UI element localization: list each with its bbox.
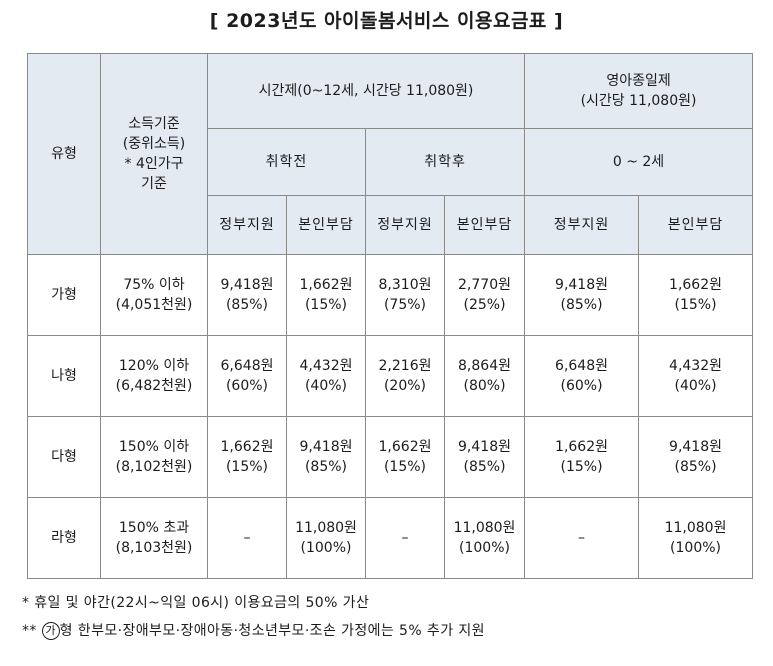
row-income: 120% 이하 (6,482천원) [100, 335, 208, 417]
header-preschool: 취학전 [207, 128, 366, 196]
header-row-ages: 취학전 취학후 0 ~ 2세 [28, 128, 754, 196]
cell-self-pay: 9,418원 (85%) [286, 416, 366, 498]
header-fullday: 영아종일제 (시간당 11,080원) [524, 53, 754, 129]
cell-gov-support: 9,418원 (85%) [207, 254, 287, 336]
cell-gov-support: – [207, 497, 287, 579]
row-type: 가형 [27, 254, 101, 336]
cell-gov-support: 6,648원 (60%) [524, 335, 640, 417]
cell-gov-support: – [524, 497, 640, 579]
page-title: [ 2023년도 아이돌봄서비스 이용요금표 ] [209, 10, 564, 32]
header-row-payers: 정부지원 본인부담 정부지원 본인부담 정부지원 본인부담 [28, 195, 754, 255]
header-school: 취학후 [364, 128, 526, 196]
header-gov: 정부지원 [365, 195, 445, 255]
fee-table: 유형 소득기준 (중위소득) * 4인가구 기준 시간제(0~12세, 시간당 … [27, 53, 754, 579]
header-infant: 0 ~ 2세 [524, 128, 754, 196]
header-type: 유형 [27, 53, 101, 255]
header-gov: 정부지원 [524, 195, 640, 255]
cell-gov-support: 1,662원 (15%) [365, 416, 445, 498]
cell-self-pay: 1,662원 (15%) [638, 254, 754, 336]
cell-self-pay: 8,864원 (80%) [443, 335, 526, 417]
table-row: 라형 150% 초과 (8,103천원) –11,080원 (100%) –11,080원… [27, 497, 754, 579]
cell-self-pay: 1,662원 (15%) [286, 254, 366, 336]
note-surcharge: * 휴일 및 야간(22시~익일 06시) 이용요금의 50% 가산 [22, 595, 370, 611]
cell-self-pay: 11,080원 (100%) [638, 497, 754, 579]
row-income: 150% 초과 (8,103천원) [100, 497, 208, 579]
cell-self-pay: 4,432원 (40%) [638, 335, 754, 417]
row-type: 라형 [27, 497, 101, 579]
note-text: 형 한부모·장애부모·장애아동·청소년부모·조손 가정에는 5% 추가 지원 [59, 623, 485, 639]
table-row: 다형 150% 이하 (8,102천원) 1,662원 (15%) 9,418원 (85%)… [27, 416, 754, 498]
cell-self-pay: 9,418원 (85%) [638, 416, 754, 498]
cell-gov-support: 1,662원 (15%) [524, 416, 640, 498]
cell-self-pay: 9,418원 (85%) [443, 416, 526, 498]
header-row-groups: 유형 소득기준 (중위소득) * 4인가구 기준 시간제(0~12세, 시간당 … [27, 53, 754, 255]
cell-self-pay: 11,080원 (100%) [443, 497, 526, 579]
cell-self-pay: 2,770원 (25%) [443, 254, 526, 336]
header-income: 소득기준 (중위소득) * 4인가구 기준 [100, 53, 208, 255]
header-self: 본인부담 [286, 195, 366, 255]
circled-mark: 가 [41, 622, 60, 640]
cell-gov-support: 2,216원 (20%) [365, 335, 445, 417]
table-row: 나형 120% 이하 (6,482천원) 6,648원 (60%) 4,432원 (40%)… [27, 335, 754, 417]
row-type: 다형 [27, 416, 101, 498]
cell-gov-support: 6,648원 (60%) [207, 335, 287, 417]
cell-gov-support: – [365, 497, 445, 579]
cell-self-pay: 4,432원 (40%) [286, 335, 366, 417]
row-type: 나형 [27, 335, 101, 417]
cell-gov-support: 1,662원 (15%) [207, 416, 287, 498]
note-prefix: ** [22, 623, 37, 639]
header-self: 본인부담 [443, 195, 526, 255]
header-hourly: 시간제(0~12세, 시간당 11,080원) [206, 53, 526, 129]
row-income: 75% 이하 (4,051천원) [100, 254, 208, 336]
table-row: 가형 75% 이하 (4,051천원) 9,418원 (85%) 1,662원 (15%) 8… [27, 254, 754, 336]
header-self: 본인부담 [638, 195, 754, 255]
cell-self-pay: 11,080원 (100%) [286, 497, 366, 579]
row-income: 150% 이하 (8,102천원) [100, 416, 208, 498]
header-gov: 정부지원 [207, 195, 287, 255]
cell-gov-support: 9,418원 (85%) [524, 254, 640, 336]
cell-gov-support: 8,310원 (75%) [365, 254, 445, 336]
